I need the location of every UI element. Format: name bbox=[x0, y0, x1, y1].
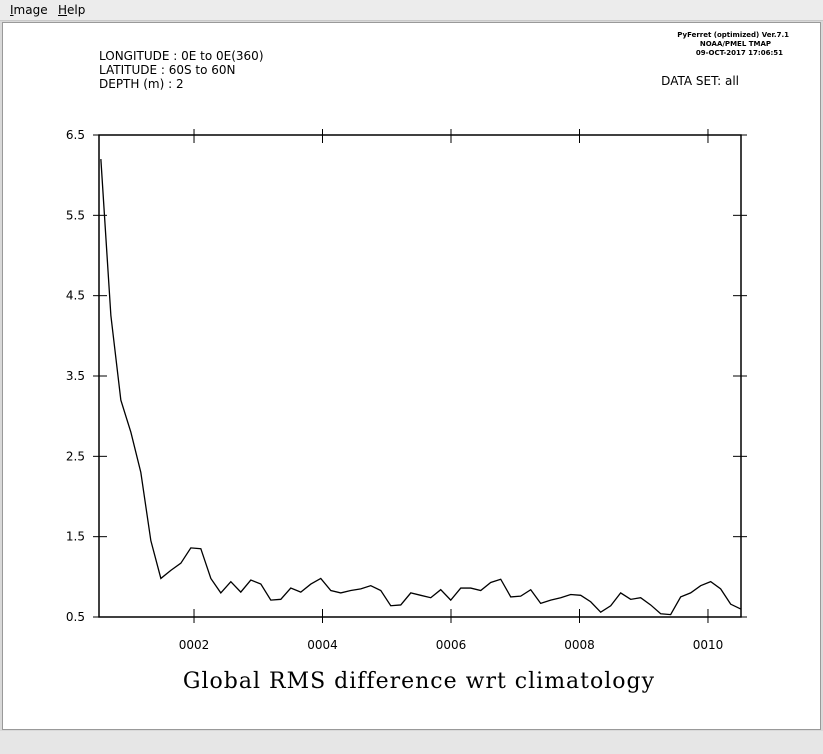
chart-title: Global RMS difference wrt climatology bbox=[183, 669, 655, 694]
x-tick-label: 0004 bbox=[307, 638, 338, 652]
x-tick-label: 0010 bbox=[693, 638, 724, 652]
header-text: DATA SET: all bbox=[661, 74, 739, 88]
y-tick-label: 4.5 bbox=[66, 289, 85, 303]
plot-frame bbox=[98, 134, 742, 618]
header-text: DEPTH (m) : 2 bbox=[99, 77, 184, 91]
y-tick-label: 6.5 bbox=[66, 128, 85, 142]
data-line bbox=[100, 159, 741, 616]
x-tick-label: 0002 bbox=[179, 638, 210, 652]
menu-item[interactable]: Image bbox=[10, 3, 48, 17]
status-bar bbox=[0, 731, 823, 754]
y-tick-label: 5.5 bbox=[66, 208, 85, 222]
y-tick-label: 3.5 bbox=[66, 369, 85, 383]
x-tick-label: 0006 bbox=[436, 638, 467, 652]
header-text: LATITUDE : 60S to 60N bbox=[99, 63, 236, 77]
header-text: LONGITUDE : 0E to 0E(360) bbox=[99, 49, 264, 63]
version-text: PyFerret (optimized) Ver.7.1 bbox=[677, 31, 789, 39]
y-tick-label: 2.5 bbox=[66, 449, 85, 463]
menu-item[interactable]: Help bbox=[58, 3, 86, 17]
y-tick-label: 1.5 bbox=[66, 530, 85, 544]
version-text: NOAA/PMEL TMAP bbox=[700, 40, 771, 48]
menu-bar: Image Help bbox=[0, 0, 823, 21]
chart: LONGITUDE : 0E to 0E(360) LATITUDE : 60S… bbox=[66, 31, 789, 694]
plot-canvas: LONGITUDE : 0E to 0E(360) LATITUDE : 60S… bbox=[2, 22, 821, 730]
y-tick-label: 0.5 bbox=[66, 610, 85, 624]
version-text: 09-OCT-2017 17:06:51 bbox=[696, 49, 783, 57]
x-tick-label: 0008 bbox=[564, 638, 595, 652]
